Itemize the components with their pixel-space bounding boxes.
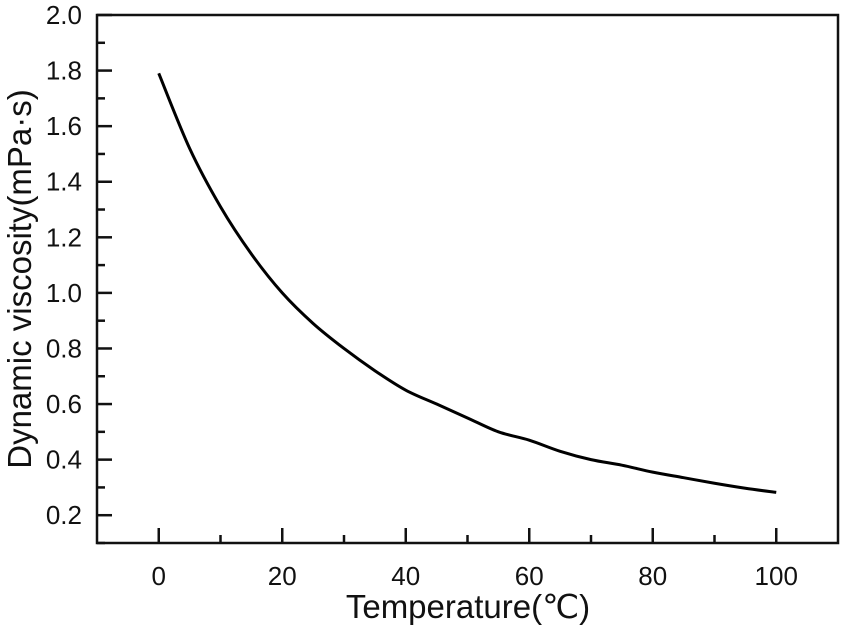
y-tick-label: 0.6 — [46, 389, 82, 419]
y-tick-label: 1.0 — [46, 278, 82, 308]
y-tick-label: 1.6 — [46, 111, 82, 141]
y-axis-label: Dynamic viscosity(mPa·s) — [1, 89, 38, 469]
y-tick-label: 2.0 — [46, 0, 82, 30]
y-tick-label: 1.4 — [46, 167, 82, 197]
plot-frame — [95, 13, 840, 545]
x-tick-label: 20 — [268, 561, 297, 591]
x-tick-label: 0 — [152, 561, 166, 591]
x-tick-label: 100 — [755, 561, 798, 591]
y-tick-label: 1.8 — [46, 56, 82, 86]
y-tick-label: 0.4 — [46, 445, 82, 475]
x-axis-label: Temperature(℃) — [346, 588, 590, 625]
viscosity-curve — [157, 72, 777, 494]
x-tick-label: 40 — [391, 561, 420, 591]
y-tick-label: 0.8 — [46, 333, 82, 363]
x-tick-label: 80 — [638, 561, 667, 591]
y-tick-label: 0.2 — [46, 500, 82, 530]
y-tick-label: 1.2 — [46, 222, 82, 252]
x-tick-label: 60 — [515, 561, 544, 591]
